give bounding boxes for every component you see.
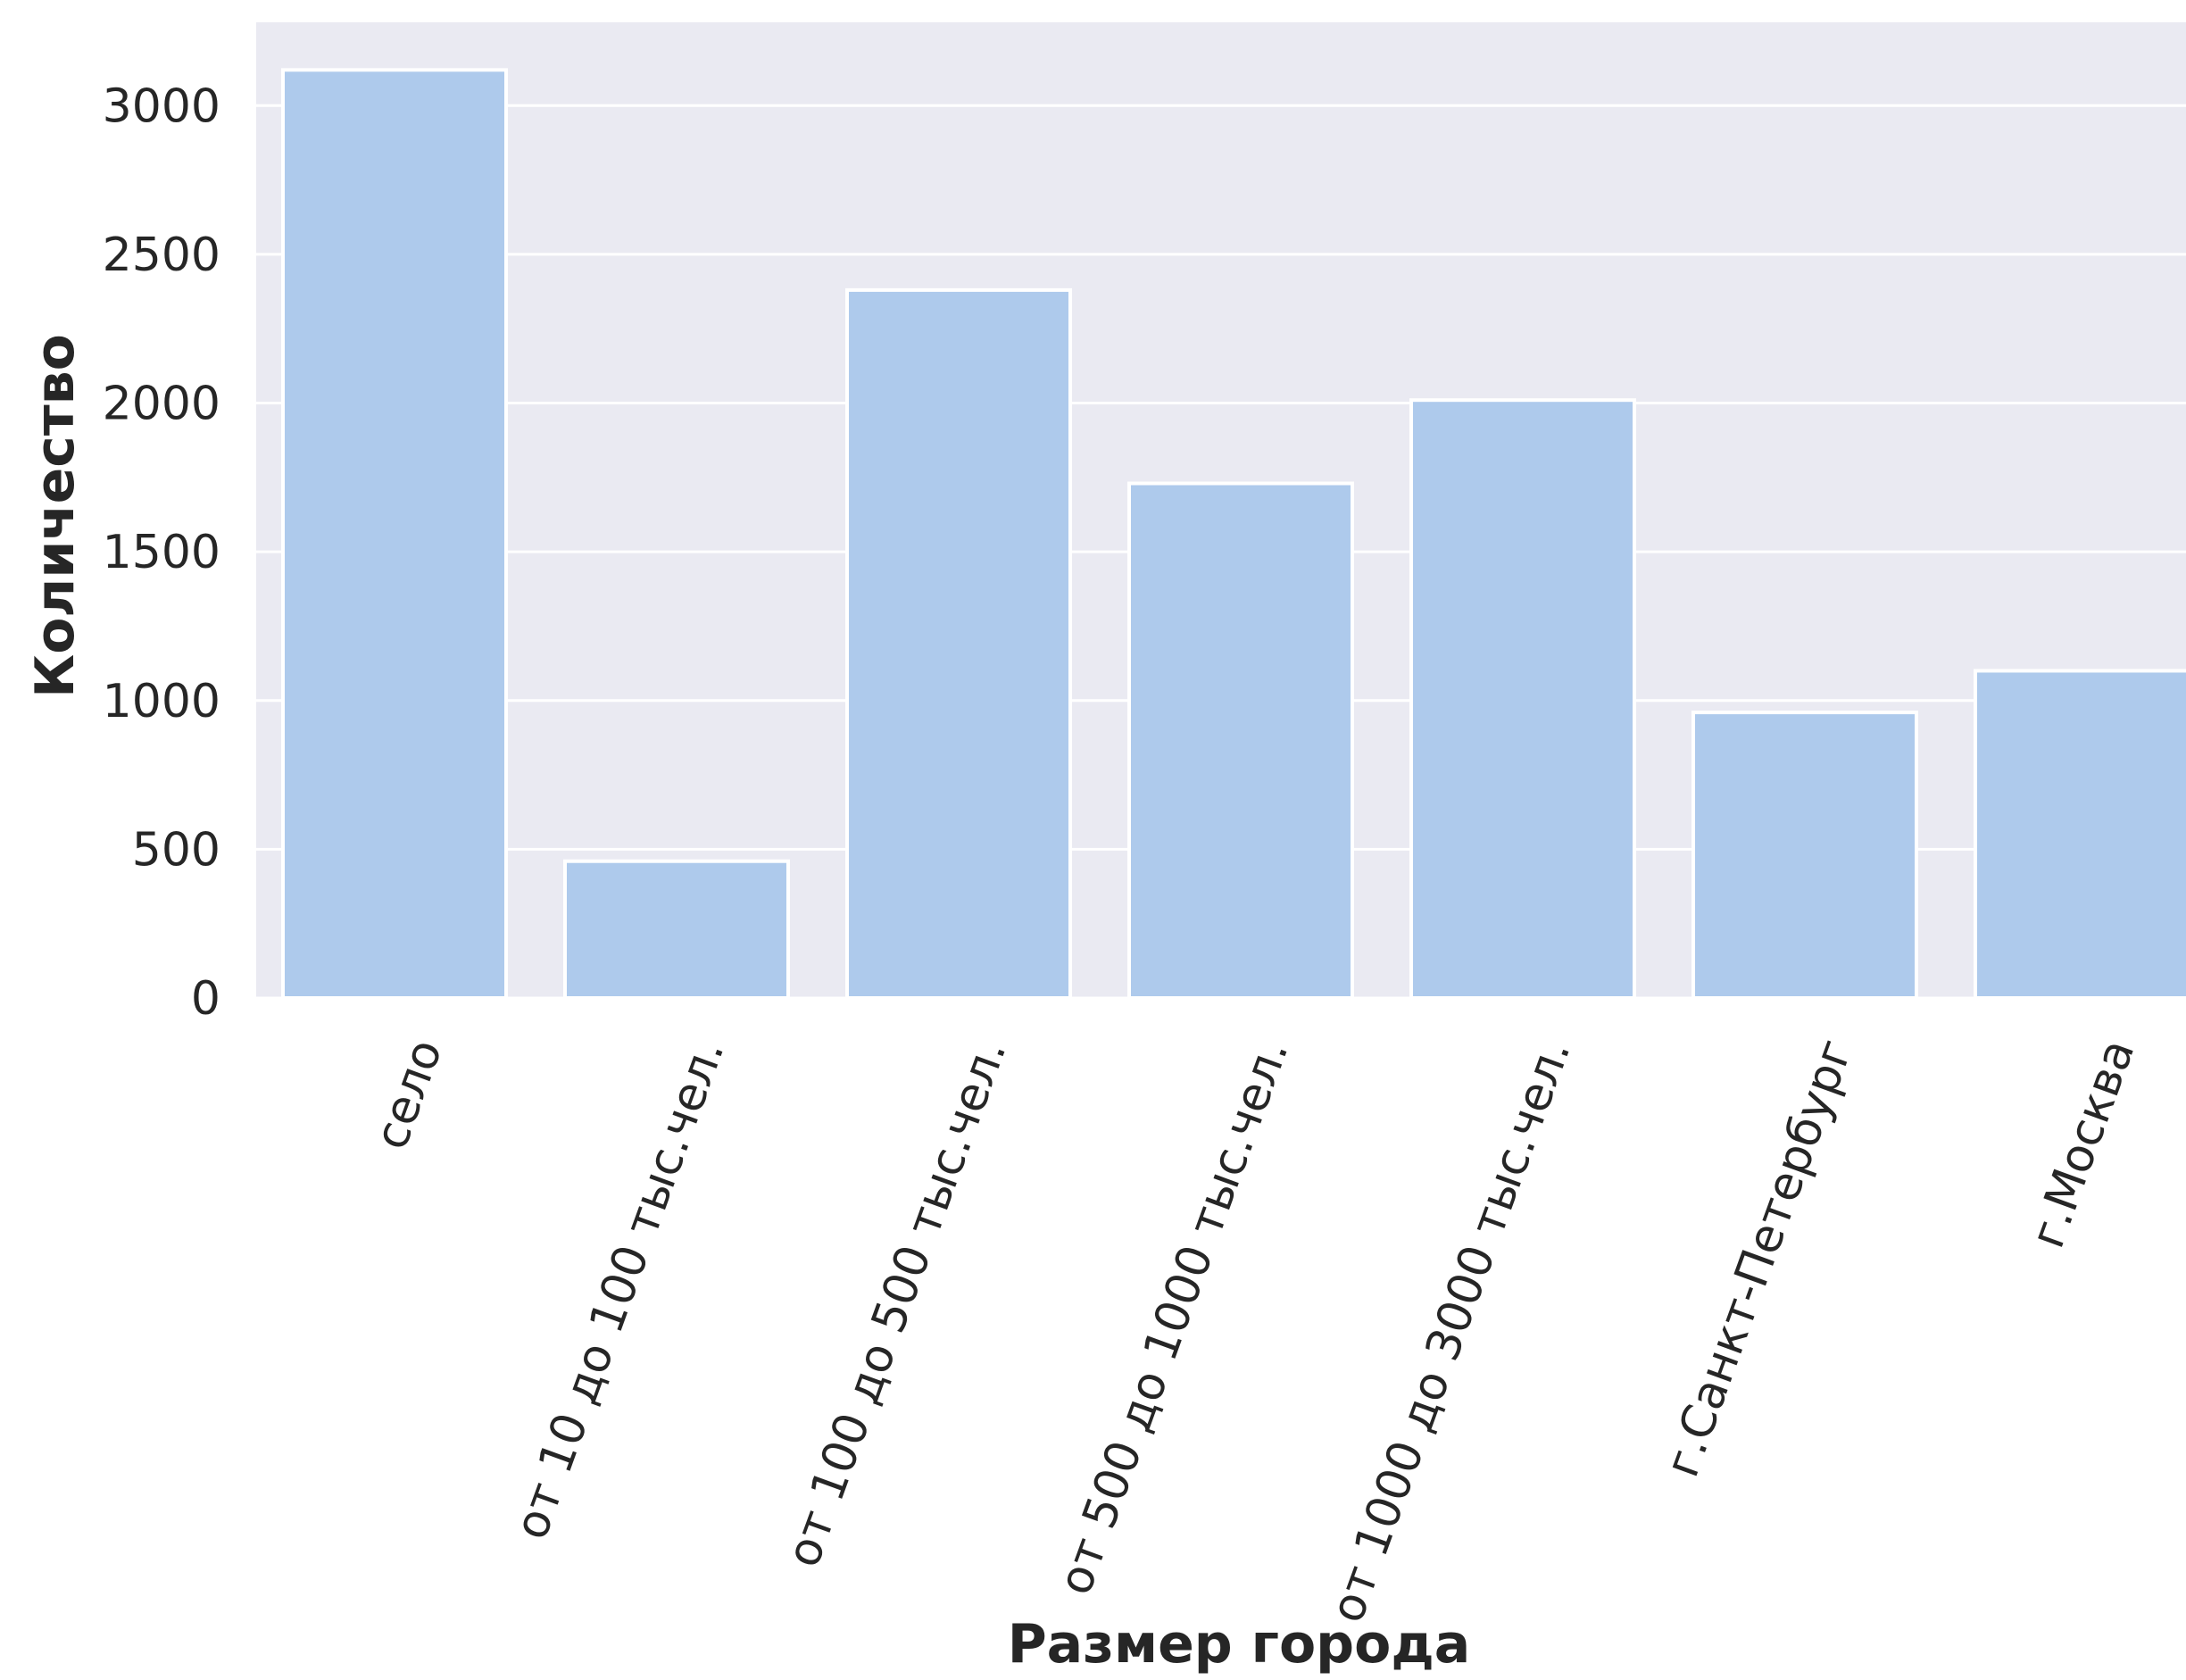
x-tick-label: село — [364, 1033, 453, 1157]
x-axis-title: Размер города — [1008, 1613, 1471, 1676]
y-axis-title: Количество — [24, 334, 87, 698]
x-tick-label: от 500 до 1000 тыс.чел. — [1049, 1033, 1300, 1601]
x-tick-label: г.Санкт-Петербург — [1656, 1033, 1864, 1484]
y-tick-label: 500 — [132, 823, 220, 877]
bar — [1691, 711, 1918, 1000]
y-tick-label: 1000 — [103, 675, 220, 728]
bars — [281, 68, 2186, 1001]
x-tick-label: г.Москва — [2021, 1033, 2146, 1255]
x-tick-label: от 100 до 500 тыс.чел. — [777, 1033, 1018, 1574]
bar — [563, 859, 790, 1001]
bar — [1127, 481, 1354, 1000]
y-tick-label: 0 — [191, 972, 220, 1026]
y-tick-label: 2500 — [103, 229, 220, 282]
y-tick-label: 2000 — [103, 378, 220, 431]
bar — [845, 287, 1072, 1001]
bar — [281, 68, 508, 1001]
x-tick-label: от 1000 до 3000 тыс.чел. — [1320, 1033, 1581, 1630]
bar — [1409, 398, 1636, 1000]
x-tick-labels: село от 10 до 100 тыс.чел. от 100 до 500 т… — [364, 1033, 2145, 1630]
x-tick-label: от 10 до 100 тыс.чел. — [504, 1033, 735, 1546]
y-tick-label: 1500 — [103, 526, 220, 579]
y-tick-label: 3000 — [103, 79, 220, 133]
bar — [1974, 669, 2186, 1000]
y-tick-labels: 0 500 1000 1500 2000 2500 3000 — [103, 79, 220, 1026]
